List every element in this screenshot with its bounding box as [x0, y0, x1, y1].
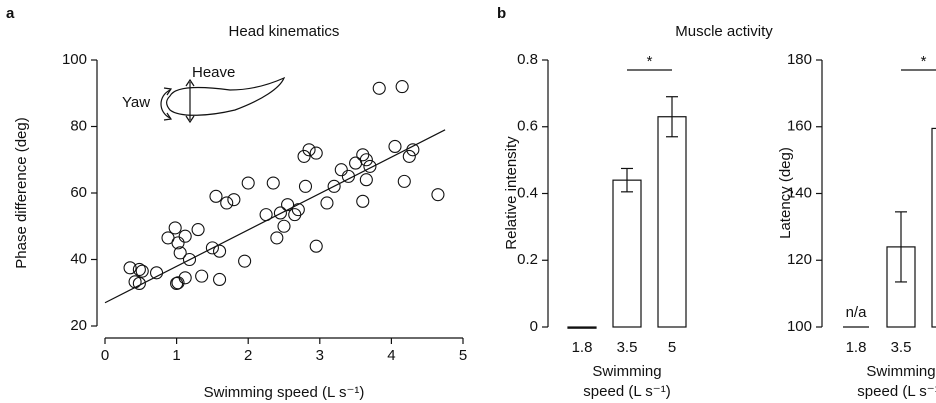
panel-label: a — [6, 5, 15, 22]
point — [359, 153, 373, 167]
point — [195, 269, 209, 283]
point — [213, 272, 227, 287]
point — [205, 241, 219, 255]
chart-title: Muscle activity — [675, 23, 773, 40]
point — [298, 179, 313, 193]
point — [132, 276, 146, 290]
point — [150, 266, 164, 280]
point — [241, 176, 255, 190]
y-tick-label: 0.8 — [517, 51, 538, 68]
inset-label: Heave — [192, 64, 235, 81]
significance-label: * — [921, 53, 927, 70]
y-tick-label: 0.6 — [517, 118, 538, 135]
point — [341, 169, 355, 183]
x-tick-label: 3 — [316, 347, 324, 364]
point — [359, 173, 373, 187]
x-axis-label: speed (L s⁻¹) — [583, 383, 670, 400]
point — [388, 139, 402, 153]
point — [220, 196, 234, 210]
point — [171, 236, 185, 250]
bar — [612, 179, 642, 328]
y-tick-label: 0 — [530, 318, 538, 335]
point — [191, 223, 205, 237]
point — [173, 246, 187, 260]
x-axis-label: Swimming — [866, 363, 935, 380]
point — [238, 254, 252, 268]
x-tick-label: 5 — [459, 347, 467, 364]
point — [227, 193, 241, 207]
y-axis-label: Relative intensity — [503, 136, 520, 250]
x-tick-label: 1 — [172, 347, 180, 364]
y-tick-label: 60 — [70, 184, 87, 201]
point — [402, 149, 416, 163]
point — [291, 203, 305, 217]
y-tick-label: 0.4 — [517, 184, 538, 201]
point — [281, 198, 295, 212]
point — [309, 146, 323, 160]
point — [135, 264, 149, 278]
point — [406, 143, 420, 157]
y-tick-label: 120 — [787, 251, 812, 268]
x-axis-label: speed (L s⁻¹) — [857, 383, 936, 400]
point — [349, 156, 363, 170]
point — [356, 194, 370, 208]
point — [302, 143, 316, 157]
bar — [657, 116, 687, 328]
point — [277, 219, 291, 233]
bar — [567, 326, 597, 329]
x-tick-label: 1.8 — [572, 339, 593, 356]
point — [123, 261, 137, 275]
point — [182, 252, 197, 267]
point — [334, 163, 348, 177]
y-tick-label: 80 — [70, 117, 87, 134]
y-tick-label: 40 — [70, 250, 87, 267]
x-axis-label: Swimming — [592, 363, 661, 380]
x-tick-label: 3.5 — [617, 339, 638, 356]
inset-fish — [160, 76, 286, 124]
point — [297, 149, 311, 163]
panel-label: b — [497, 5, 506, 22]
y-tick-label: 160 — [787, 118, 812, 135]
point — [178, 271, 192, 285]
point — [309, 239, 323, 253]
y-tick-label: 20 — [70, 317, 87, 334]
point — [397, 174, 411, 188]
point — [363, 159, 377, 173]
x-tick-label: 3.5 — [891, 339, 912, 356]
point — [327, 179, 341, 193]
point — [132, 262, 146, 277]
point — [431, 188, 445, 202]
point — [178, 229, 192, 243]
point — [320, 196, 334, 210]
x-tick-label: 5 — [668, 339, 676, 356]
x-tick-label: 2 — [244, 347, 252, 364]
point — [273, 206, 287, 220]
y-tick-label: 0.2 — [517, 251, 538, 268]
point — [266, 176, 280, 190]
y-tick-label: 180 — [787, 51, 812, 68]
y-axis-label: Phase difference (deg) — [13, 117, 30, 269]
y-tick-label: 140 — [787, 184, 812, 201]
x-tick-label: 1.8 — [846, 339, 867, 356]
x-axis-label: Swimming speed (L s⁻¹) — [204, 384, 365, 401]
inset-label: Yaw — [122, 94, 150, 111]
x-tick-label: 4 — [387, 347, 395, 364]
bar — [931, 127, 936, 328]
y-tick-label: 100 — [787, 318, 812, 335]
point — [372, 81, 386, 95]
value-label: n/a — [846, 304, 868, 321]
point — [209, 189, 223, 203]
point — [270, 231, 284, 245]
point — [168, 221, 182, 235]
x-tick-label: 0 — [101, 347, 109, 364]
point — [259, 208, 273, 222]
y-axis-label: Latency (deg) — [777, 147, 794, 239]
y-tick-label: 100 — [62, 51, 87, 68]
point — [213, 244, 227, 258]
significance-label: * — [647, 53, 653, 70]
point — [171, 276, 185, 290]
point — [395, 80, 409, 94]
chart-title: Head kinematics — [229, 23, 340, 40]
